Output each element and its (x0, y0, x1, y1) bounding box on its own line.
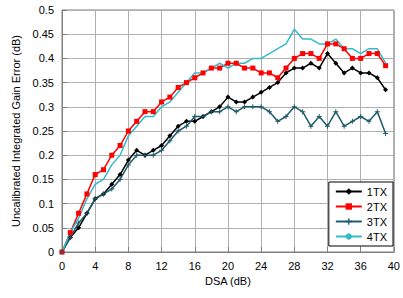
svg-text:0: 0 (59, 260, 65, 272)
svg-text:0.1: 0.1 (39, 198, 54, 210)
svg-text:40: 40 (388, 260, 400, 272)
svg-text:4TX: 4TX (367, 231, 388, 243)
svg-text:Uncalibrated Integrated Gain E: Uncalibrated Integrated Gain Error (dB) (10, 35, 22, 227)
svg-text:4: 4 (92, 260, 98, 272)
svg-text:0: 0 (48, 246, 54, 258)
svg-text:0.5: 0.5 (39, 4, 54, 16)
svg-text:0.15: 0.15 (33, 173, 54, 185)
svg-text:0.3: 0.3 (39, 101, 54, 113)
svg-text:32: 32 (321, 260, 333, 272)
svg-text:3TX: 3TX (367, 216, 388, 228)
svg-text:2TX: 2TX (367, 201, 388, 213)
svg-text:24: 24 (255, 260, 267, 272)
svg-text:20: 20 (222, 260, 234, 272)
svg-text:0.4: 0.4 (39, 52, 54, 64)
svg-text:8: 8 (125, 260, 131, 272)
svg-text:1TX: 1TX (367, 186, 388, 198)
svg-text:0.45: 0.45 (33, 28, 54, 40)
svg-text:12: 12 (155, 260, 167, 272)
svg-text:16: 16 (189, 260, 201, 272)
svg-text:DSA (dB): DSA (dB) (205, 275, 251, 287)
svg-text:28: 28 (288, 260, 300, 272)
svg-text:0.05: 0.05 (33, 222, 54, 234)
svg-text:0.2: 0.2 (39, 149, 54, 161)
svg-text:0.25: 0.25 (33, 125, 54, 137)
svg-text:36: 36 (355, 260, 367, 272)
svg-text:0.35: 0.35 (33, 77, 54, 89)
